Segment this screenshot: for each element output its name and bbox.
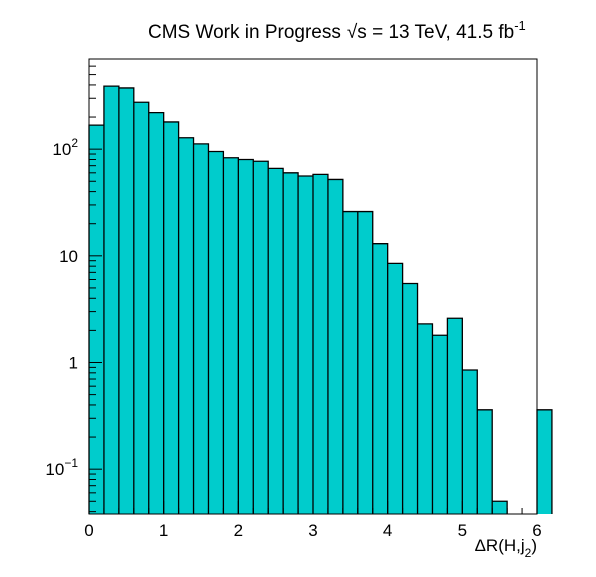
energy-value: = 13 TeV, 41.5 fb	[367, 22, 514, 43]
x-tick-label: 6	[532, 521, 541, 540]
y-tick-label-base: 1	[69, 353, 78, 372]
histogram-bar	[89, 125, 104, 515]
histogram-bar	[372, 243, 388, 514]
x-tick-label: 2	[234, 521, 243, 540]
histogram-bar	[462, 370, 478, 514]
histogram-bar	[387, 263, 403, 514]
x-tick-label: 1	[159, 521, 168, 540]
histogram-bar	[193, 143, 209, 514]
x-axis-label-subscript: 2	[525, 546, 532, 560]
y-tick-label: 10	[59, 247, 78, 266]
y-tick-label-base: 10	[45, 460, 64, 479]
y-tick-label-exponent: 2	[71, 136, 78, 150]
histogram-bars	[89, 86, 552, 515]
histogram-bar	[327, 179, 343, 514]
x-axis-ticks	[88, 501, 538, 514]
histogram-outline	[88, 85, 553, 514]
histogram-bar	[238, 159, 254, 515]
x-tick-label: 4	[383, 521, 392, 540]
x-tick-label: 3	[308, 521, 317, 540]
histogram-bar	[283, 172, 299, 514]
histogram-bar	[103, 86, 119, 514]
chart-title: CMS Work in Progress √s = 13 TeV, 41.5 fb…	[148, 18, 526, 43]
histogram-bar	[432, 335, 448, 514]
y-tick-label: 1	[69, 353, 78, 372]
histogram-bar	[208, 151, 224, 514]
histogram-bar	[417, 323, 433, 514]
x-axis-label-close: )	[531, 536, 537, 555]
energy-variable: s	[357, 22, 367, 43]
histogram-bar	[537, 409, 552, 514]
histogram-bar	[477, 409, 493, 514]
lumi-exponent: -1	[514, 18, 526, 33]
y-axis-ticks	[89, 58, 102, 513]
histogram-bar	[118, 87, 134, 514]
histogram-bar	[148, 112, 164, 514]
sqrt-symbol: √	[347, 22, 358, 43]
histogram-bar	[163, 121, 179, 514]
x-axis-label-main: ΔR(H,j	[475, 536, 525, 555]
x-tick-label: 5	[458, 521, 467, 540]
histogram-bar	[223, 157, 239, 514]
y-tick-label: 10−1	[45, 456, 78, 479]
histogram-bar	[402, 283, 418, 514]
histogram-bar	[492, 501, 508, 514]
histogram-bar	[313, 174, 328, 514]
histogram-bar	[268, 168, 284, 515]
x-axis-tick-labels: 0 1 2 3 4 5 6	[84, 521, 541, 540]
histogram-bar	[342, 211, 358, 514]
y-tick-label-exponent: −1	[64, 456, 78, 470]
histogram-bar	[133, 102, 149, 514]
x-tick-label: 0	[84, 521, 93, 540]
y-tick-label: 102	[52, 136, 78, 159]
histogram-bar	[357, 211, 373, 514]
histogram-bar	[298, 176, 313, 514]
y-tick-label-base: 10	[52, 140, 71, 159]
histogram-bar	[253, 161, 269, 514]
y-tick-label-base: 10	[59, 247, 78, 266]
title-prefix: CMS Work in Progress	[148, 22, 341, 43]
histogram-bar	[178, 137, 194, 514]
x-axis-label: ΔR(H,j2)	[475, 536, 537, 560]
histogram-bar	[447, 318, 463, 514]
